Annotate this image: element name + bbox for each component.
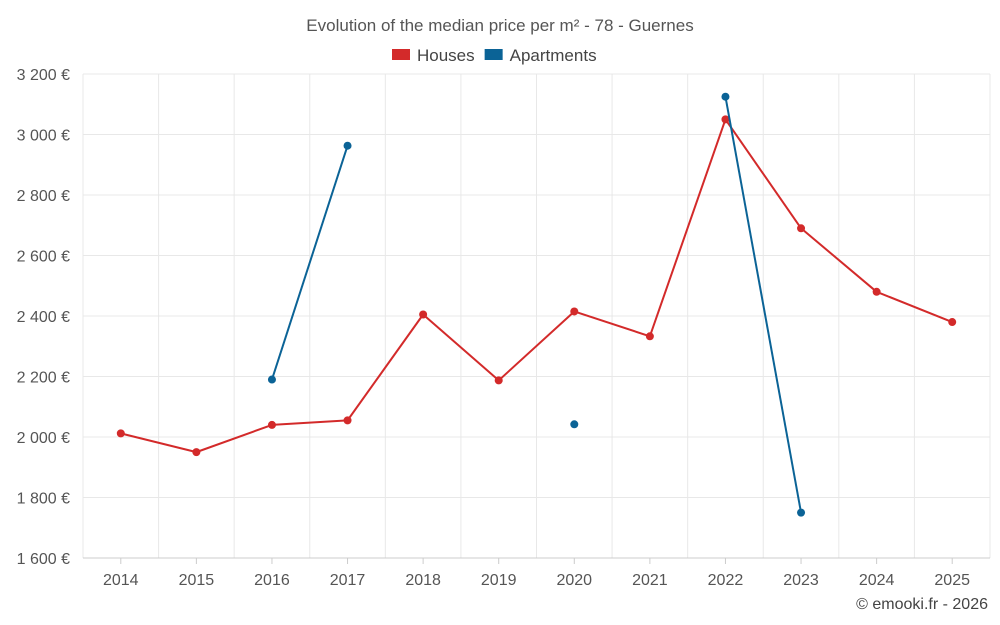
data-point[interactable] (721, 115, 730, 124)
series-line-segment (346, 313, 424, 421)
grid (82, 73, 991, 559)
legend-label: Houses (417, 46, 475, 65)
series-line-segment (271, 145, 349, 380)
x-tick-label: 2015 (179, 572, 215, 589)
x-tick-label: 2021 (632, 572, 668, 589)
y-tick-label: 1 600 € (17, 551, 70, 568)
x-tick-label: 2018 (405, 572, 441, 589)
series-houses (116, 115, 957, 457)
y-tick-label: 3 000 € (17, 128, 70, 145)
series-line-segment (648, 119, 727, 337)
data-point[interactable] (797, 508, 806, 517)
y-tick-label: 2 800 € (17, 188, 70, 205)
series-apartments (267, 92, 806, 517)
series-line-segment (724, 118, 802, 229)
series-line-segment (573, 310, 651, 338)
series-line-segment (196, 423, 273, 454)
data-point[interactable] (948, 318, 957, 327)
legend: Houses Apartments (392, 46, 597, 65)
data-point[interactable] (419, 310, 428, 319)
series-line-segment (800, 227, 878, 293)
data-point[interactable] (267, 420, 276, 429)
x-tick-label: 2019 (481, 572, 517, 589)
legend-swatch (484, 49, 503, 60)
y-tick-label: 2 600 € (17, 249, 70, 266)
credit-text: © emooki.fr - 2026 (856, 596, 988, 613)
x-tick-label: 2023 (783, 572, 819, 589)
x-tick-label: 2014 (103, 572, 139, 589)
data-point[interactable] (721, 92, 730, 101)
y-tick-label: 2 000 € (17, 430, 70, 447)
series-line-segment (498, 310, 575, 382)
data-point[interactable] (343, 141, 352, 150)
series-line-segment (120, 432, 197, 454)
data-point[interactable] (570, 420, 579, 429)
data-point[interactable] (872, 287, 881, 296)
data-point[interactable] (570, 307, 579, 316)
data-point[interactable] (797, 224, 806, 233)
chart-title: Evolution of the median price per m² - 7… (306, 16, 693, 35)
x-tick-label: 2016 (254, 572, 290, 589)
series-line-segment (876, 290, 953, 323)
y-axis: 1 600 € 1 800 € 2 000 € 2 200 € 2 400 € 2 600… (17, 67, 70, 568)
x-axis: 2014 2015 2016 2017 2018 2019 2020 2021 2022 2023… (83, 557, 990, 589)
x-tick-label: 2022 (708, 572, 744, 589)
legend-label: Apartments (510, 46, 597, 65)
y-tick-label: 3 200 € (17, 67, 70, 84)
series-layer (116, 92, 957, 517)
legend-swatch (392, 49, 410, 60)
y-tick-label: 2 400 € (17, 309, 70, 326)
data-point[interactable] (116, 429, 125, 438)
y-tick-label: 1 800 € (17, 491, 70, 508)
series-line-segment (724, 96, 803, 513)
data-point[interactable] (192, 448, 201, 457)
x-tick-label: 2017 (330, 572, 366, 589)
x-tick-label: 2024 (859, 572, 895, 589)
series-line-segment (271, 419, 348, 426)
data-point[interactable] (267, 375, 276, 384)
data-point[interactable] (645, 332, 654, 341)
x-tick-label: 2020 (556, 572, 592, 589)
data-point[interactable] (494, 376, 503, 385)
y-tick-label: 2 200 € (17, 370, 70, 387)
series-line-segment (422, 313, 500, 382)
x-tick-label: 2025 (934, 572, 970, 589)
data-point[interactable] (343, 416, 352, 425)
